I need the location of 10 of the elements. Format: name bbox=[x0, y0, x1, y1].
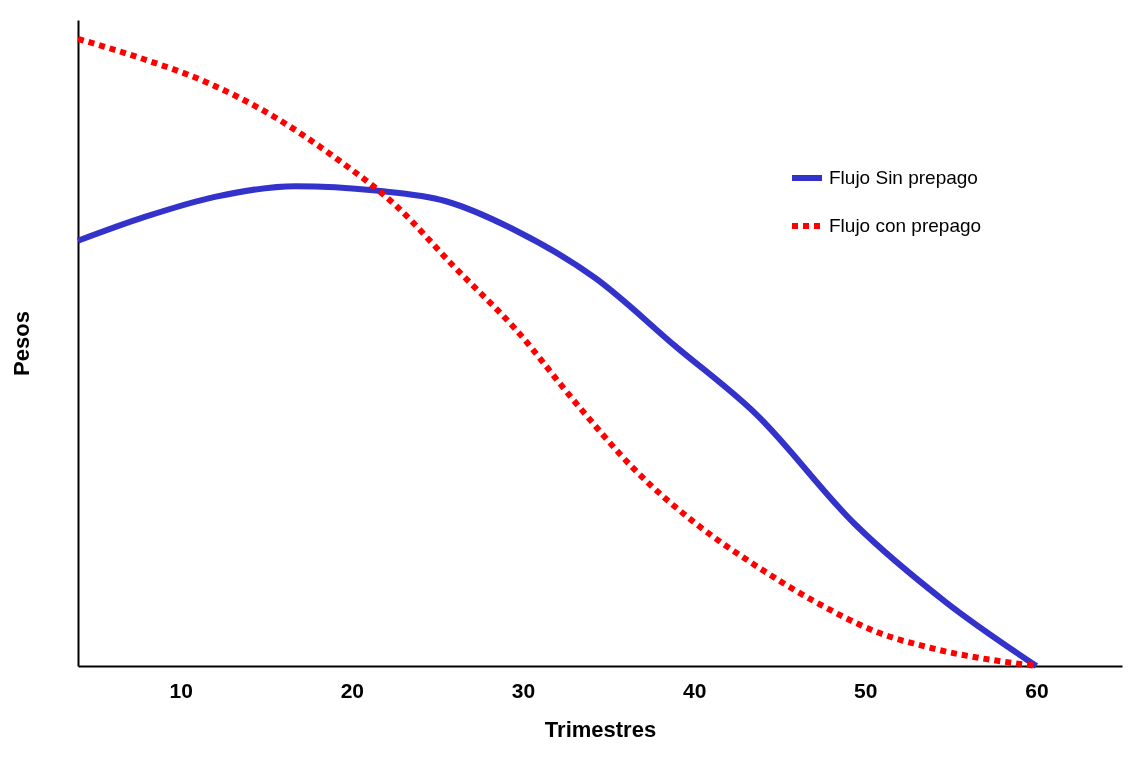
x-tick-label: 10 bbox=[169, 678, 193, 702]
x-tick-label: 20 bbox=[340, 678, 365, 702]
x-axis-title: Trimestres bbox=[544, 716, 657, 742]
y-axis-title: Pesos bbox=[8, 311, 34, 376]
legend-label: Flujo con prepago bbox=[829, 215, 982, 236]
x-tick-label: 40 bbox=[682, 678, 707, 702]
x-tick-label: 50 bbox=[854, 678, 878, 702]
legend-label: Flujo Sin prepago bbox=[829, 167, 978, 188]
x-tick-label: 60 bbox=[1025, 678, 1049, 702]
x-tick-label: 30 bbox=[511, 678, 536, 702]
